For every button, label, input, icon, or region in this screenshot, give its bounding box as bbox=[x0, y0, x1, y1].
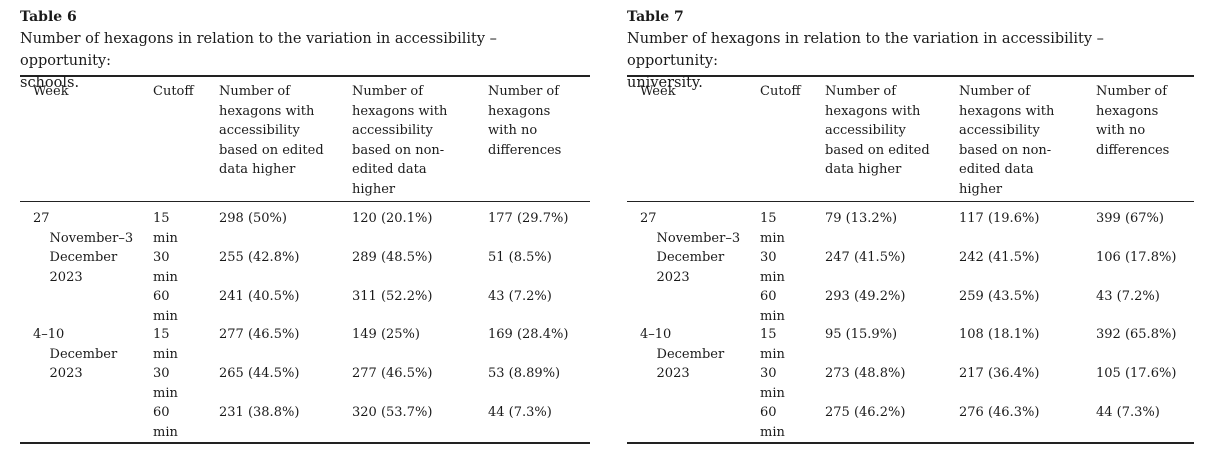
header-week: Week bbox=[33, 84, 69, 99]
header-rule bbox=[627, 201, 1194, 202]
table-number: Table 7 bbox=[627, 9, 684, 25]
edited-cell: 273 (48.8%) bbox=[825, 366, 906, 381]
cutoff-cell: 30 min bbox=[153, 366, 178, 401]
header-edited: Number of hexagons with accessibility ba… bbox=[825, 84, 930, 177]
nonedited-cell: 108 (18.1%) bbox=[959, 327, 1040, 342]
nonedited-cell: 149 (25%) bbox=[352, 327, 420, 342]
nodiff-cell: 44 (7.3%) bbox=[488, 405, 552, 420]
caption-line: schools. bbox=[20, 75, 80, 91]
nonedited-cell: 276 (46.3%) bbox=[959, 405, 1040, 420]
nodiff-cell: 53 (8.89%) bbox=[488, 366, 561, 381]
week-cell: 4–10 December 2023 bbox=[640, 327, 725, 381]
nodiff-cell: 106 (17.8%) bbox=[1096, 250, 1177, 265]
header-week: Week bbox=[640, 84, 676, 99]
edited-cell: 95 (15.9%) bbox=[825, 327, 898, 342]
cutoff-cell: 15 min bbox=[760, 327, 785, 362]
caption-line: university. bbox=[627, 75, 703, 91]
nodiff-cell: 399 (67%) bbox=[1096, 211, 1164, 226]
header-nonedited: Number of hexagons with accessibility ba… bbox=[352, 84, 448, 197]
cutoff-cell: 60 min bbox=[153, 405, 178, 440]
bottom-rule bbox=[20, 442, 590, 444]
nonedited-cell: 259 (43.5%) bbox=[959, 289, 1040, 304]
header-cutoff: Cutoff bbox=[760, 84, 801, 99]
table-body: 27 November–3 December 2023 4–10 Decembe… bbox=[20, 202, 590, 442]
cutoff-cell: 60 min bbox=[153, 289, 178, 324]
nonedited-cell: 217 (36.4%) bbox=[959, 366, 1040, 381]
nonedited-cell: 120 (20.1%) bbox=[352, 211, 433, 226]
header-nodiff: Number of hexagons with no differences bbox=[1096, 84, 1170, 158]
table-caption: Number of hexagons in relation to the va… bbox=[627, 28, 1194, 91]
nodiff-cell: 44 (7.3%) bbox=[1096, 405, 1160, 420]
table-body: 27 November–3 December 2023 4–10 Decembe… bbox=[627, 202, 1194, 442]
cutoff-cell: 30 min bbox=[153, 250, 178, 285]
table-header: Week Cutoff Number of hexagons with acce… bbox=[20, 77, 590, 201]
nonedited-cell: 320 (53.7%) bbox=[352, 405, 433, 420]
header-nodiff: Number of hexagons with no differences bbox=[488, 84, 562, 158]
cutoff-cell: 30 min bbox=[760, 250, 785, 285]
cutoff-cell: 15 min bbox=[153, 327, 178, 362]
nodiff-cell: 392 (65.8%) bbox=[1096, 327, 1177, 342]
edited-cell: 293 (49.2%) bbox=[825, 289, 906, 304]
edited-cell: 231 (38.8%) bbox=[219, 405, 300, 420]
edited-cell: 247 (41.5%) bbox=[825, 250, 906, 265]
cutoff-cell: 60 min bbox=[760, 289, 785, 324]
table-header: Week Cutoff Number of hexagons with acce… bbox=[627, 77, 1194, 201]
edited-cell: 265 (44.5%) bbox=[219, 366, 300, 381]
nodiff-cell: 169 (28.4%) bbox=[488, 327, 569, 342]
cutoff-cell: 60 min bbox=[760, 405, 785, 440]
header-nonedited: Number of hexagons with accessibility ba… bbox=[959, 84, 1055, 197]
top-rule bbox=[627, 75, 1194, 77]
edited-cell: 298 (50%) bbox=[219, 211, 287, 226]
table-7: Table 7 Number of hexagons in relation t… bbox=[627, 8, 1194, 444]
table-caption: Number of hexagons in relation to the va… bbox=[20, 28, 590, 91]
table-number: Table 6 bbox=[20, 9, 77, 25]
header-rule bbox=[20, 201, 590, 202]
caption-line: Number of hexagons in relation to the va… bbox=[627, 31, 1104, 69]
edited-cell: 255 (42.8%) bbox=[219, 250, 300, 265]
nonedited-cell: 289 (48.5%) bbox=[352, 250, 433, 265]
edited-cell: 275 (46.2%) bbox=[825, 405, 906, 420]
nodiff-cell: 105 (17.6%) bbox=[1096, 366, 1177, 381]
nonedited-cell: 311 (52.2%) bbox=[352, 289, 433, 304]
week-cell: 4–10 December 2023 bbox=[33, 327, 118, 381]
cutoff-cell: 15 min bbox=[153, 211, 178, 246]
caption-line: Number of hexagons in relation to the va… bbox=[20, 31, 497, 69]
top-rule bbox=[20, 75, 590, 77]
week-cell: 27 November–3 December 2023 bbox=[33, 211, 134, 285]
edited-cell: 241 (40.5%) bbox=[219, 289, 300, 304]
nodiff-cell: 43 (7.2%) bbox=[1096, 289, 1160, 304]
header-cutoff: Cutoff bbox=[153, 84, 194, 99]
nodiff-cell: 51 (8.5%) bbox=[488, 250, 552, 265]
cutoff-cell: 15 min bbox=[760, 211, 785, 246]
nonedited-cell: 117 (19.6%) bbox=[959, 211, 1040, 226]
edited-cell: 277 (46.5%) bbox=[219, 327, 300, 342]
edited-cell: 79 (13.2%) bbox=[825, 211, 898, 226]
table-6: Table 6 Number of hexagons in relation t… bbox=[20, 8, 590, 444]
nonedited-cell: 242 (41.5%) bbox=[959, 250, 1040, 265]
nodiff-cell: 177 (29.7%) bbox=[488, 211, 569, 226]
nodiff-cell: 43 (7.2%) bbox=[488, 289, 552, 304]
header-edited: Number of hexagons with accessibility ba… bbox=[219, 84, 324, 177]
week-cell: 27 November–3 December 2023 bbox=[640, 211, 741, 285]
cutoff-cell: 30 min bbox=[760, 366, 785, 401]
bottom-rule bbox=[627, 442, 1194, 444]
nonedited-cell: 277 (46.5%) bbox=[352, 366, 433, 381]
